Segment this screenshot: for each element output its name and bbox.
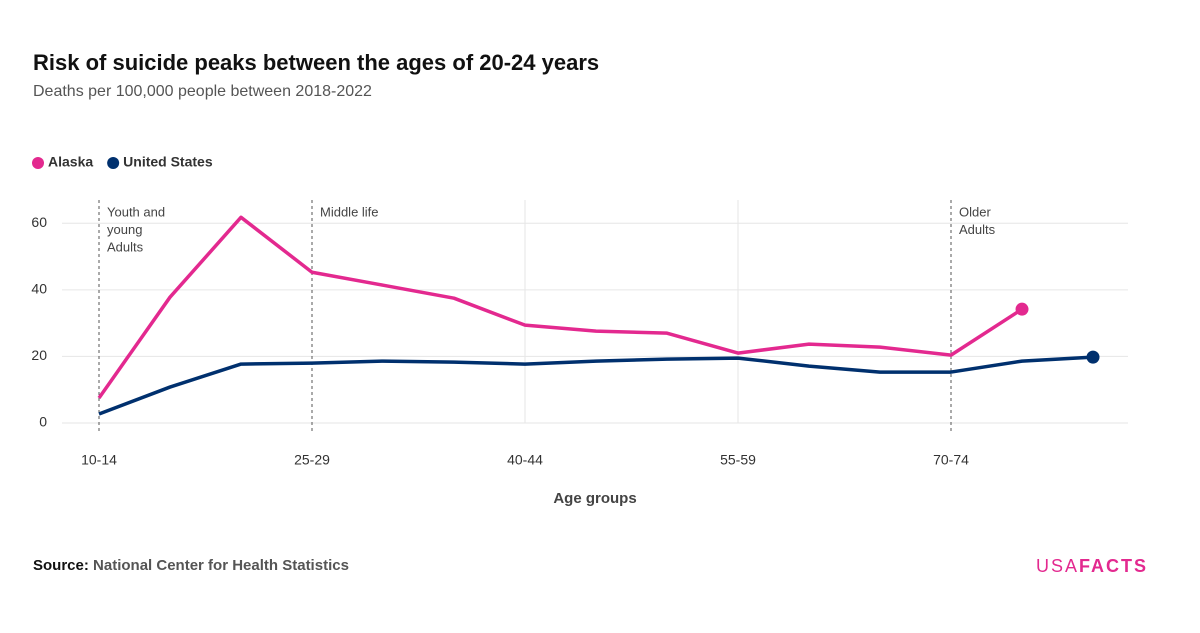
legend-label: United States <box>123 154 213 170</box>
x-tick-label: 40-44 <box>507 452 543 468</box>
x-tick-label: 25-29 <box>294 452 330 468</box>
annotation-text: Youth and <box>107 204 165 219</box>
x-tick-label: 10-14 <box>81 452 117 468</box>
y-tick-label: 20 <box>31 347 47 363</box>
end-point <box>1086 350 1100 364</box>
source-label: Source: <box>33 557 89 574</box>
annotation-text: Older <box>959 204 991 219</box>
y-tick-label: 60 <box>31 214 47 230</box>
chart-title: Risk of suicide peaks between the ages o… <box>33 50 599 75</box>
legend-label: Alaska <box>48 154 93 170</box>
annotation-text: Middle life <box>320 204 379 219</box>
annotation-text: Adults <box>107 239 144 254</box>
series-line <box>98 355 1094 416</box>
x-axis-label: Age groups <box>553 490 636 507</box>
x-tick-label: 55-59 <box>720 452 756 468</box>
logo-facts: FACTS <box>1079 556 1148 576</box>
annotation-text: Adults <box>959 222 996 237</box>
source: National Center for Health Statistics <box>93 557 349 574</box>
chart-subtitle: Deaths per 100,000 people between 2018-2… <box>33 83 372 100</box>
end-point <box>1015 302 1029 316</box>
source-label: Source: National Center for Health Stati… <box>33 557 349 574</box>
x-tick-label: 70-74 <box>933 452 969 468</box>
y-tick-label: 40 <box>31 281 47 297</box>
annotation-text: young <box>107 222 142 237</box>
legend-marker <box>32 157 44 169</box>
series-line <box>97 215 1023 400</box>
logo: USAFACTS <box>1036 556 1148 576</box>
y-tick-label: 0 <box>39 414 47 430</box>
logo-usa: USA <box>1036 556 1079 576</box>
legend-marker <box>107 157 120 169</box>
